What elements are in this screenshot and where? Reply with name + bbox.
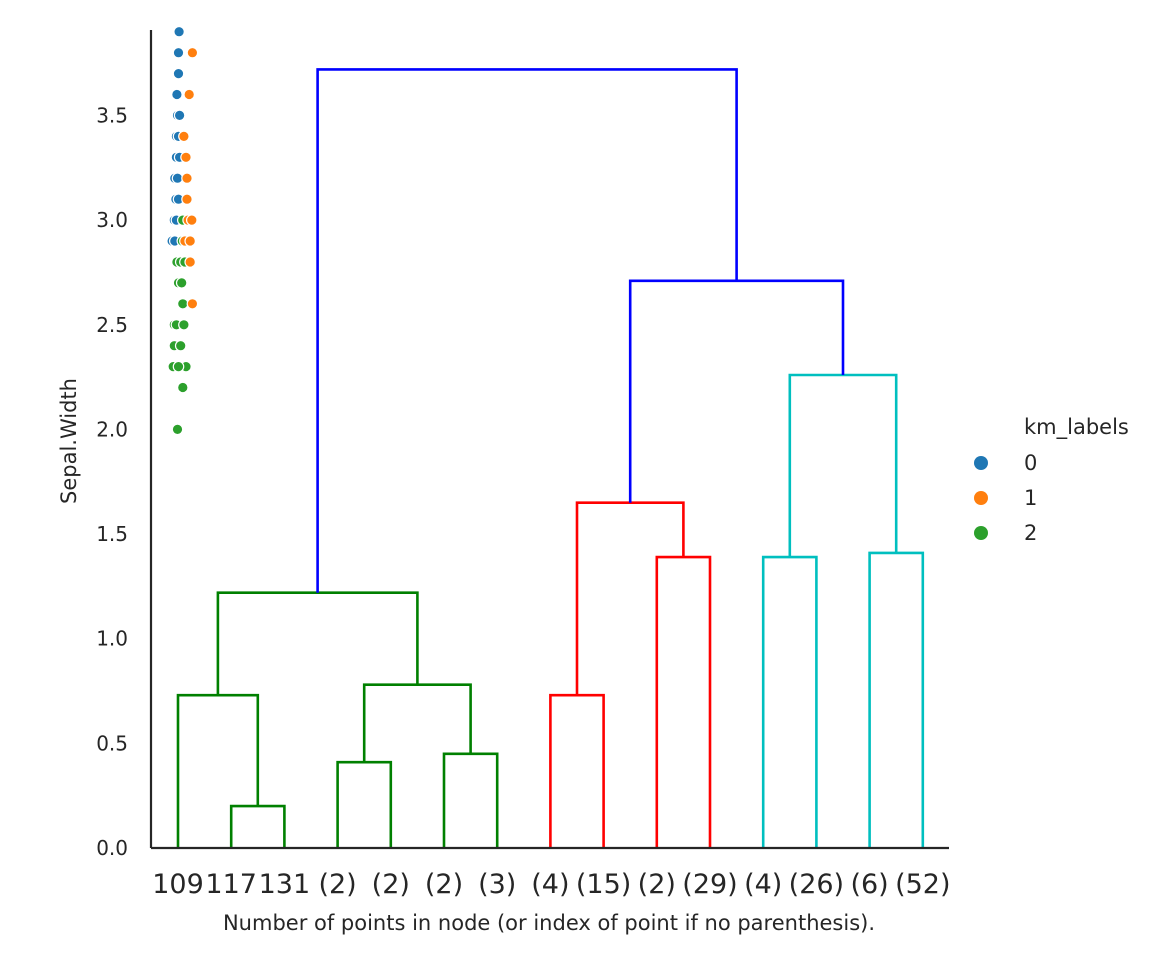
leaf-label: 117: [205, 869, 257, 900]
scatter-point: [172, 360, 185, 373]
dendrogram-link: [575, 501, 685, 696]
leaf-label: (6): [850, 869, 888, 900]
leaf-label: (2): [318, 869, 356, 900]
scatter-point: [181, 172, 193, 184]
y-ticks: 0.0 0.5 1.0 1.5 2.0 2.5 3.0 3.5: [96, 103, 128, 860]
scatter-point: [172, 46, 185, 59]
scatter-points: [166, 25, 199, 436]
scatter-point: [177, 381, 189, 394]
leaf-label: (2): [372, 869, 410, 900]
leaf-label: (4): [744, 869, 782, 900]
dendrogram-link: [176, 693, 260, 848]
y-tick-label: 1.0: [96, 627, 128, 651]
y-tick-label: 2.5: [96, 313, 128, 337]
y-tick-label: 2.0: [96, 417, 128, 441]
legend-label: 2: [1024, 521, 1037, 545]
y-tick-label: 1.5: [96, 522, 128, 546]
y-axis-title: Sepal.Width: [57, 378, 81, 504]
legend-marker: [974, 526, 988, 540]
legend: km_labels 0 1 2: [974, 415, 1129, 545]
dendrogram-links: [176, 68, 925, 848]
scatter-point: [173, 25, 185, 38]
legend-title: km_labels: [1024, 415, 1129, 440]
scatter-point: [177, 297, 189, 310]
dendrogram-link: [868, 551, 925, 848]
dendrogram-link: [628, 279, 845, 503]
legend-label: 0: [1024, 451, 1037, 475]
leaf-labels: 109 117 131 (2) (2) (2) (3) (4) (15) (2) (29) (4) (2…: [152, 869, 950, 900]
scatter-point: [175, 277, 188, 289]
dendrogram-link: [549, 693, 605, 848]
scatter-point: [180, 151, 192, 164]
dendrogram-link: [362, 683, 472, 763]
scatter-point: [171, 423, 184, 436]
scatter-point: [184, 235, 196, 247]
scatter-point: [171, 172, 184, 184]
leaf-label: (26): [789, 869, 844, 900]
dendrogram-link: [655, 555, 712, 848]
y-tick-label: 3.0: [96, 208, 128, 232]
scatter-point: [171, 88, 183, 101]
dendrogram-link: [336, 760, 393, 848]
leaf-label: (2): [638, 869, 676, 900]
leaf-label: (3): [478, 869, 516, 900]
legend-marker: [974, 491, 988, 505]
scatter-point: [186, 46, 199, 59]
scatter-point: [178, 318, 190, 331]
dendrogram-link: [229, 804, 286, 848]
leaf-label: (29): [682, 869, 737, 900]
y-tick-label: 0.5: [96, 731, 128, 755]
leaf-label: 131: [259, 869, 311, 900]
dendrogram-link: [216, 591, 419, 696]
scatter-point: [181, 193, 193, 205]
leaf-label: (52): [895, 869, 950, 900]
scatter-point: [186, 214, 198, 226]
dendrogram-link: [316, 68, 738, 593]
legend-marker: [974, 456, 988, 470]
y-tick-label: 3.5: [96, 103, 128, 127]
scatter-point: [186, 297, 199, 310]
dendrogram-link: [442, 752, 499, 848]
legend-label: 1: [1024, 486, 1037, 510]
scatter-point: [173, 109, 186, 122]
x-axis-title: Number of points in node (or index of po…: [223, 911, 875, 935]
scatter-point: [174, 339, 187, 352]
leaf-label: (4): [531, 869, 569, 900]
dendrogram-link: [788, 373, 898, 558]
y-tick-label: 0.0: [96, 836, 128, 860]
scatter-point: [183, 88, 195, 101]
axes: [149, 30, 949, 850]
leaf-label: (2): [425, 869, 463, 900]
dendrogram-link: [761, 555, 818, 848]
scatter-point: [184, 256, 196, 268]
leaf-label: 109: [152, 869, 204, 900]
scatter-point: [172, 67, 185, 80]
leaf-label: (15): [576, 869, 631, 900]
scatter-point: [178, 130, 190, 143]
